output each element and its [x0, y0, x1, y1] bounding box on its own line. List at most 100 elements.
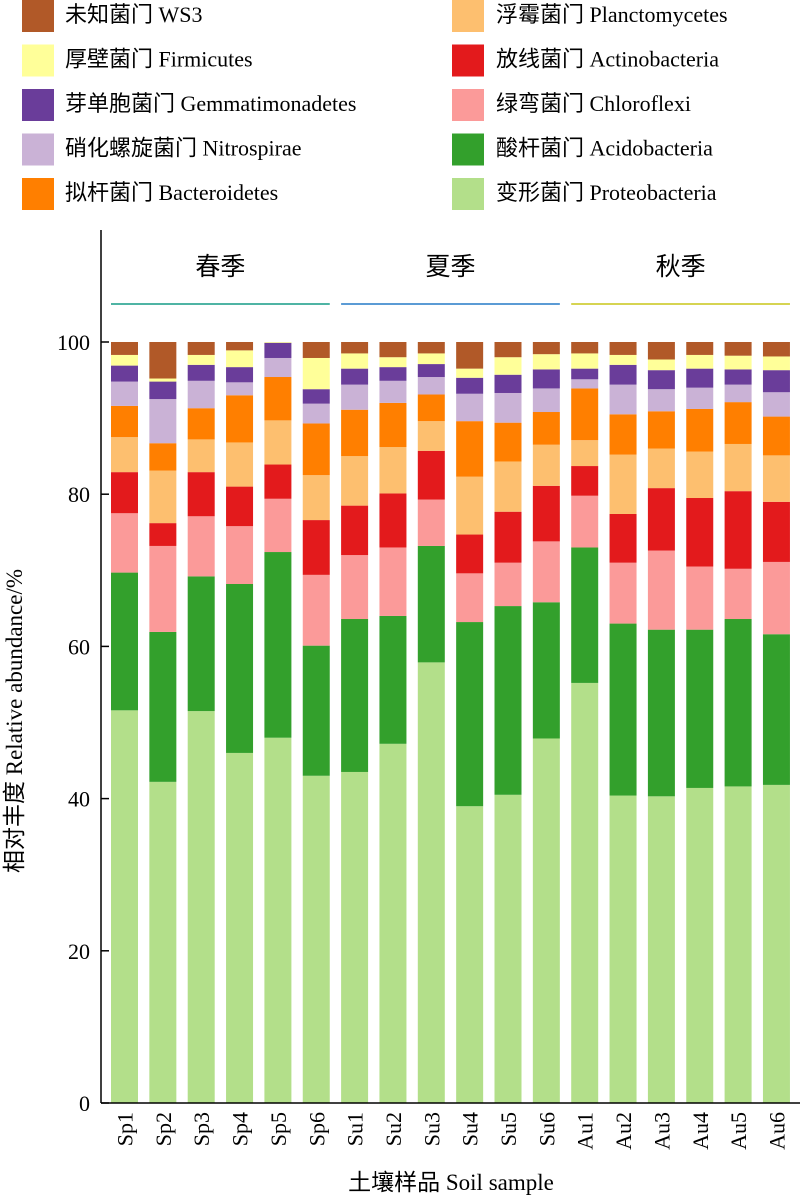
legend-swatch-proteobacteria — [452, 178, 484, 210]
bar-segment-sp5-nitrospirae — [264, 357, 292, 378]
legend-label-firmicutes: 厚壁菌门 Firmicutes — [65, 47, 253, 72]
bar-segment-sp5-actinobacteria — [264, 464, 292, 499]
bar-segment-au1-nitrospirae — [571, 379, 599, 389]
bar-segment-sp5-acidobacteria — [264, 552, 292, 738]
bar-segment-sp1-proteobacteria — [111, 710, 138, 1103]
bar-stack-au3 — [647, 342, 675, 1103]
y-tick-label-0: 0 — [79, 1091, 90, 1116]
bar-segment-sp3-acidobacteria — [187, 576, 215, 712]
bar-segment-au6-chloroflexi — [762, 561, 790, 635]
axes — [100, 230, 800, 1104]
legend: 未知菌门 WS3 厚壁菌门 Firmicutes 芽单胞菌门 Gemmatimona… — [22, 0, 728, 210]
bar-segment-sp4-ws3 — [226, 342, 254, 351]
bar-segment-su2-firmicutes — [379, 357, 407, 368]
bar-segment-au4-actinobacteria — [686, 498, 714, 567]
bar-segment-au1-gemmatimonadetes — [571, 368, 599, 380]
bar-segment-au1-proteobacteria — [571, 682, 599, 1103]
bar-segment-au2-chloroflexi — [609, 562, 637, 624]
bar-segment-su5-actinobacteria — [494, 511, 522, 563]
legend-swatch-chloroflexi — [452, 89, 484, 121]
bar-segment-su5-acidobacteria — [494, 606, 522, 795]
bar-segment-su2-bacteroidetes — [379, 402, 407, 448]
bar-segment-su3-firmicutes — [417, 353, 445, 365]
bar-segment-sp6-ws3 — [302, 342, 330, 358]
bar-segment-au5-gemmatimonadetes — [724, 369, 752, 385]
x-tick-label-sp6: Sp6 — [304, 1112, 329, 1146]
bar-segment-au2-firmicutes — [609, 354, 637, 365]
bar-segment-sp6-proteobacteria — [302, 775, 330, 1103]
bar-segment-au5-proteobacteria — [724, 786, 752, 1103]
x-tick-label-su2: Su2 — [381, 1112, 406, 1146]
bar-stack-su2 — [379, 342, 407, 1103]
bar-stack-sp6 — [302, 342, 330, 1103]
bar-segment-su2-ws3 — [379, 342, 407, 358]
bar-segment-sp6-firmicutes — [302, 357, 330, 390]
bar-segment-au2-ws3 — [609, 342, 637, 355]
bar-stack-su4 — [456, 342, 484, 1103]
bar-segment-su3-gemmatimonadetes — [417, 364, 445, 378]
bar-segment-su6-acidobacteria — [532, 602, 560, 739]
bar-segment-su1-actinobacteria — [341, 505, 369, 556]
bar-segment-sp4-firmicutes — [226, 350, 254, 368]
bar-segment-sp4-gemmatimonadetes — [226, 367, 254, 383]
bar-segment-su4-ws3 — [456, 342, 484, 369]
bar-segment-su6-gemmatimonadetes — [532, 369, 560, 389]
legend-label-gemmatimonadetes: 芽单胞菌门 Gemmatimonadetes — [65, 91, 356, 116]
bar-segment-su5-proteobacteria — [494, 794, 522, 1103]
bar-segment-au3-planctomycetes — [647, 448, 675, 489]
x-tick-label-au1: Au1 — [573, 1112, 598, 1150]
bar-segment-sp5-planctomycetes — [264, 420, 292, 465]
bar-segment-au6-proteobacteria — [762, 784, 790, 1103]
season-label-1: 春季 — [195, 253, 245, 281]
bar-segment-sp1-bacteroidetes — [111, 405, 138, 438]
bar-segment-au1-actinobacteria — [571, 466, 599, 496]
y-ticks: 0 20 40 60 80 100 — [57, 330, 109, 1116]
legend-label-actinobacteria: 放线菌门 Actinobacteria — [496, 47, 719, 72]
legend-swatch-nitrospirae — [22, 133, 54, 166]
bar-stack-su1 — [341, 342, 369, 1103]
legend-swatch-ws3 — [22, 0, 54, 32]
bar-segment-au4-gemmatimonadetes — [686, 368, 714, 388]
x-tick-label-sp2: Sp2 — [151, 1112, 176, 1146]
bar-segment-sp4-proteobacteria — [226, 752, 254, 1103]
bar-segment-au1-acidobacteria — [571, 547, 599, 683]
bar-segment-sp2-nitrospirae — [149, 399, 177, 444]
bar-segment-su5-nitrospirae — [494, 392, 522, 423]
bar-segment-su3-actinobacteria — [417, 450, 445, 500]
bar-segment-sp2-chloroflexi — [149, 545, 177, 632]
bar-segment-su6-ws3 — [532, 342, 560, 355]
x-ticks: Sp1 Sp2 Sp3 Sp4 Sp5 Sp6 Su1 Su2 Su3 Su4 Su5 Su6 Au1 A… — [113, 1112, 790, 1150]
bar-stack-au2 — [609, 342, 637, 1103]
legend-swatch-actinobacteria — [452, 44, 484, 77]
bar-segment-su4-bacteroidetes — [456, 421, 484, 477]
bar-segment-au2-nitrospirae — [609, 384, 637, 415]
bar-segment-au3-nitrospirae — [647, 389, 675, 412]
bar-segment-au2-gemmatimonadetes — [609, 364, 637, 385]
bar-segment-su6-firmicutes — [532, 354, 560, 370]
bar-segment-su3-planctomycetes — [417, 421, 445, 451]
bar-stack-sp2 — [149, 342, 177, 1103]
bar-segment-sp2-gemmatimonadetes — [149, 381, 177, 400]
bar-segment-su2-proteobacteria — [379, 743, 407, 1103]
legend-label-chloroflexi: 绿弯菌门 Chloroflexi — [496, 91, 691, 116]
bar-segment-sp1-ws3 — [111, 342, 138, 355]
legend-label-acidobacteria: 酸杆菌门 Acidobacteria — [496, 136, 713, 161]
bar-segment-su6-bacteroidetes — [532, 412, 560, 445]
bar-segment-su5-bacteroidetes — [494, 422, 522, 462]
x-tick-label-au2: Au2 — [611, 1112, 636, 1150]
bar-segment-su6-proteobacteria — [532, 738, 560, 1103]
bar-segment-au3-proteobacteria — [647, 796, 675, 1103]
bar-segment-sp4-chloroflexi — [226, 526, 254, 584]
bar-segment-su3-proteobacteria — [417, 662, 445, 1103]
y-tick-label-60: 60 — [68, 634, 90, 659]
bar-segment-au1-bacteroidetes — [571, 388, 599, 441]
bar-segment-su1-chloroflexi — [341, 555, 369, 620]
bar-segment-su1-ws3 — [341, 342, 369, 354]
bar-segment-sp2-acidobacteria — [149, 631, 177, 782]
bar-segment-sp1-gemmatimonadetes — [111, 365, 138, 382]
bar-segment-au2-acidobacteria — [609, 623, 637, 796]
bar-segment-au1-ws3 — [571, 342, 599, 354]
bar-segment-sp6-planctomycetes — [302, 475, 330, 521]
season-groups: 春季 夏季 秋季 — [111, 253, 790, 305]
bar-stack-au1 — [571, 342, 599, 1103]
